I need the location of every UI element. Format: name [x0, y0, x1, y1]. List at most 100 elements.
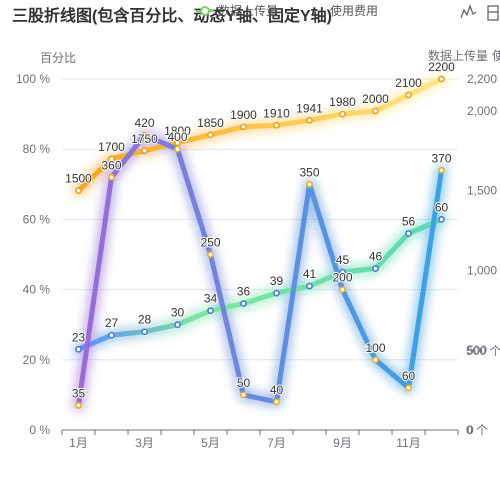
series-glow — [72, 213, 448, 356]
data-label: 41 — [303, 267, 317, 281]
data-label: 34 — [204, 292, 218, 306]
data-label: 35 — [72, 386, 86, 400]
data-point — [405, 384, 412, 392]
line-chart-icon[interactable] — [460, 4, 477, 19]
data-label: 1750 — [131, 132, 158, 146]
data-label: 40 — [270, 383, 284, 397]
data-point — [339, 110, 346, 118]
data-label: 1800 — [164, 124, 191, 138]
legend-marker-dot — [200, 6, 210, 16]
data-label: 60 — [402, 369, 416, 383]
y-right-fixed-axis-name: 使 — [492, 48, 500, 63]
data-point — [75, 402, 82, 409]
x-tick-label: 3月 — [135, 436, 154, 450]
data-label: 1700 — [98, 140, 125, 154]
data-label: 28 — [138, 313, 152, 327]
data-label: 200 — [332, 271, 352, 285]
data-point — [141, 328, 148, 336]
data-point — [207, 131, 214, 139]
y-right-tick-label: 2,000 — [467, 104, 497, 118]
y-left-tick-label: 60 % — [23, 212, 51, 226]
data-point — [306, 282, 313, 290]
y-right-tick-label: 1,000 — [467, 263, 497, 277]
data-label: 56 — [402, 214, 416, 228]
data-point — [240, 391, 247, 399]
data-label: 2100 — [395, 76, 422, 90]
y-left-tick-label: 100 % — [16, 72, 50, 86]
data-point — [273, 398, 280, 406]
data-point — [273, 121, 280, 129]
y-right-fixed-tick-label: 500 个 — [466, 344, 500, 358]
data-point — [108, 173, 115, 181]
x-tick-label: 7月 — [267, 436, 286, 450]
data-point — [372, 356, 379, 364]
series-glow — [72, 129, 448, 412]
data-point — [75, 187, 82, 195]
data-point — [339, 268, 346, 276]
x-tick-label: 5月 — [201, 436, 220, 450]
data-label: 27 — [105, 316, 119, 330]
data-point — [174, 321, 181, 329]
y-right-fixed-tick-label: 0 个 — [466, 423, 488, 437]
data-label: 1500 — [65, 172, 92, 186]
data-point — [273, 289, 280, 297]
data-point — [141, 147, 148, 155]
data-label: 50 — [237, 376, 251, 390]
data-point — [207, 251, 214, 258]
data-point — [108, 155, 115, 163]
x-tick-label: 1月 — [69, 436, 88, 450]
y-right-axis-name: 数据上传量 — [428, 48, 488, 63]
data-label: 250 — [200, 236, 220, 250]
data-point — [339, 286, 346, 293]
legend-item-label: 使用费用 — [330, 3, 378, 18]
legend[interactable]: 数据上传量 使用费用 — [196, 3, 378, 18]
data-label: 100 — [365, 341, 385, 355]
data-point — [372, 107, 379, 115]
data-point — [438, 215, 445, 223]
y-left-tick-label: 40 % — [23, 283, 51, 297]
data-point — [438, 166, 445, 174]
y-left-axis-name: 百分比 — [40, 51, 76, 65]
y-right-tick-label: 0 — [467, 423, 474, 437]
data-label: 1850 — [197, 116, 224, 130]
bar-chart-icon[interactable] — [487, 5, 499, 21]
data-point — [405, 230, 412, 237]
data-point — [174, 145, 181, 153]
x-tick-label: 9月 — [333, 436, 352, 450]
data-label: 370 — [431, 151, 451, 165]
data-point — [108, 331, 115, 339]
data-point — [240, 123, 247, 131]
y-left-tick-label: 20 % — [23, 353, 51, 367]
data-label: 420 — [134, 116, 154, 130]
data-point — [207, 307, 214, 315]
data-label: 2000 — [362, 92, 389, 106]
data-label: 400 — [167, 130, 187, 144]
data-point — [405, 91, 412, 99]
data-label: 23 — [72, 330, 86, 344]
data-point — [75, 345, 82, 353]
data-label: 46 — [369, 250, 383, 264]
data-label: 350 — [299, 165, 319, 179]
legend-item-label: 数据上传量 — [218, 3, 278, 18]
data-label: 36 — [237, 285, 251, 299]
series-line — [76, 216, 444, 352]
data-label: 1941 — [296, 101, 323, 115]
data-point — [240, 300, 247, 308]
y-right-tick-label: 500 — [467, 343, 487, 357]
series-line — [76, 132, 444, 408]
data-label: 60 — [435, 200, 449, 214]
data-point — [306, 116, 313, 124]
series-line — [76, 76, 444, 194]
y-left-tick-label: 0 % — [29, 423, 50, 437]
data-point — [174, 139, 181, 147]
data-label: 1910 — [263, 106, 290, 120]
data-point — [141, 131, 148, 139]
data-label: 2200 — [428, 60, 455, 74]
data-point — [306, 180, 313, 188]
y-right-tick-label: 2,200 — [467, 72, 497, 86]
y-left-tick-label: 80 % — [23, 142, 51, 156]
data-label: 360 — [101, 158, 121, 172]
data-label: 39 — [270, 274, 284, 288]
data-label: 45 — [336, 253, 350, 267]
